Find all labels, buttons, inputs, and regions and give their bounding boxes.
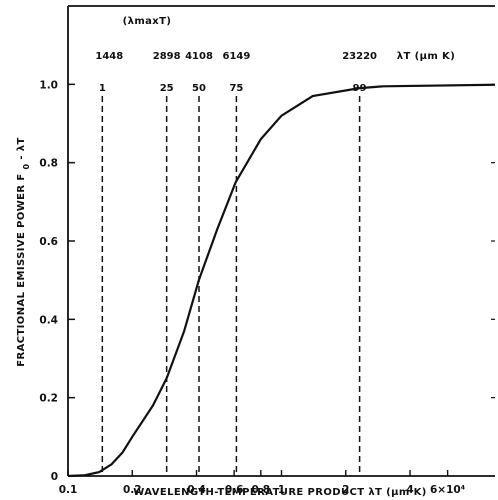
x-tick-label: 0.1 — [59, 484, 78, 496]
reference-percent-label: 25 — [160, 83, 174, 94]
reference-value-label: 23220 — [342, 51, 377, 62]
x-axis-label: WAVELENGTH-TEMPERATURE PRODUCT λT (μm K) — [133, 487, 426, 498]
y-axis-label-prefix: FRACTIONAL EMISSIVE POWER F — [16, 173, 27, 366]
y-tick-label: 0.2 — [39, 393, 58, 405]
x-tick-label: 2 — [342, 484, 349, 496]
x-ticks-group: 0.1 0.2 0.4 0.6 0.8 1 2 4 6×10⁴ — [59, 470, 466, 496]
y-axis-label-subscript: 0 — [22, 164, 31, 170]
reference-percent-label: 1 — [99, 83, 106, 94]
series-curve — [67, 83, 496, 478]
reference-percent-label: 75 — [229, 83, 243, 94]
reference-value-label: 6149 — [222, 51, 250, 62]
top-group-label: (λmaxT) — [123, 16, 172, 27]
x-tick-label: 0.8 — [252, 484, 271, 496]
reference-percent-label: 50 — [192, 83, 206, 94]
reference-value-label: 1448 — [95, 51, 123, 62]
y-ticks-group: 0 0.2 0.4 0.6 0.8 1.0 — [39, 79, 495, 483]
y-axis-label-suffix: - λT — [16, 137, 27, 159]
x-tick-label: 4 — [406, 484, 413, 496]
reference-value-label: 2898 — [153, 51, 181, 62]
x-tick-label: 0.2 — [123, 484, 142, 496]
x-tick-label: 1 — [278, 484, 285, 496]
x-tick-label: 0.4 — [187, 484, 206, 496]
y-tick-label: 1.0 — [39, 79, 58, 91]
y-tick-label: 0 — [51, 471, 58, 483]
plot-group: 0 0.2 0.4 0.6 0.8 1.0 0.1 0.2 0.4 0.6 0.8 1 2 4 6×10⁴… — [16, 5, 496, 498]
y-axis-label: FRACTIONAL EMISSIVE POWER F 0 - λT — [16, 137, 31, 367]
reference-value-label: 4108 — [185, 51, 213, 62]
x-tick-label: 0.6 — [225, 484, 244, 496]
x-tick-label: 6×10⁴ — [430, 484, 466, 496]
top-unit-label: λT (μm K) — [397, 51, 455, 62]
y-tick-label: 0.8 — [39, 158, 58, 170]
y-tick-label: 0.6 — [39, 236, 58, 248]
y-tick-label: 0.4 — [39, 314, 58, 326]
